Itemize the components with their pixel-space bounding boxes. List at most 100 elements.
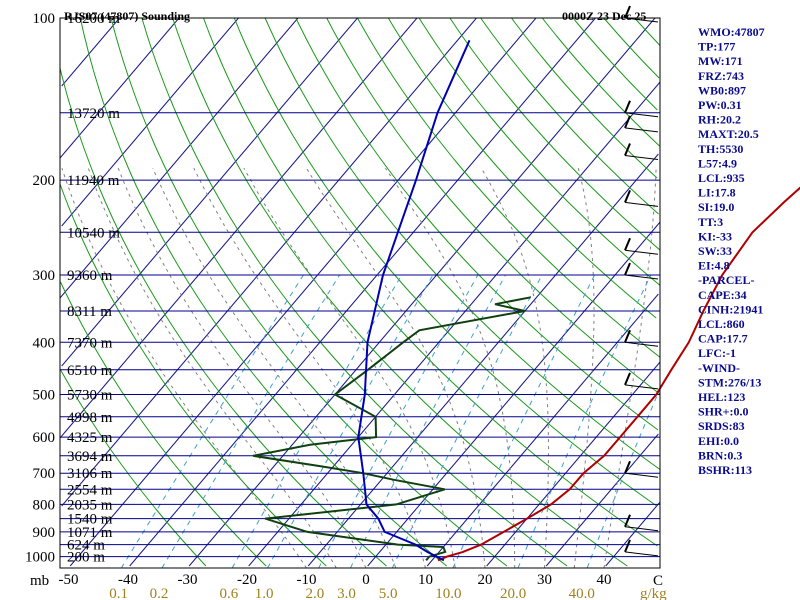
height-label: 9360 m [67,268,113,284]
height-label: 13720 m [67,106,120,122]
pressure-label: 300 [33,268,56,284]
dry-adiabat-line [141,18,568,567]
temperature-unit: C [653,573,663,589]
dry-adiabat-line [295,18,659,431]
stat-line: EI:4.8 [698,259,730,273]
stat-line: WB0:897 [698,83,746,97]
stat-line: FRZ:743 [698,69,744,83]
isotherm-line [605,501,660,567]
wind-barb [624,155,659,160]
wind-barb-flag [624,372,631,386]
height-label: 1071 m [67,525,113,541]
stat-line: LI:17.8 [698,186,736,200]
dewpoint-line [252,296,531,561]
mixing-ratio-unit: g/kg [640,586,667,600]
pressure-label: 400 [33,335,56,351]
stat-line: SHR+:0.0 [698,405,749,419]
pressure-label: 800 [33,497,56,513]
temperature-tick-label: -10 [297,572,317,588]
height-label: 6510 m [67,363,113,379]
mixing-ratio-line [349,274,506,568]
stat-line: WMO:47807 [698,25,765,39]
isotherm-line [188,18,656,567]
mixing-ratio-line [517,274,652,568]
dry-adiabat-line [172,18,628,567]
dry-adiabat-line [60,65,387,567]
stat-line: LCL:935 [698,171,745,185]
moist-adiabat-line [152,167,397,568]
isotherm-line [69,18,537,567]
dry-adiabat-line [387,18,657,319]
stat-line: CAP:17.7 [698,332,748,346]
stat-line: MW:171 [698,54,743,68]
pressure-label: 700 [33,466,56,482]
stat-line: BRN:0.3 [698,448,742,462]
stat-line: HEL:123 [698,390,745,404]
wind-barb [624,112,659,118]
wind-barb [624,384,659,390]
temperature-tick-label: -40 [118,572,138,588]
mixing-ratio-labels: 0.1 0.2 0.6 1.0 2.0 3.0 5.0 10.0 20.0 40.0 [109,586,595,600]
wind-barb-flag [624,237,631,251]
stat-line: PW:0.31 [698,98,742,112]
isotherm-line [61,18,120,87]
mixing-ratio-label: 1.0 [255,586,274,600]
dry-adiabat-line [480,18,659,215]
stat-line: CINH:21941 [698,302,763,316]
isotherm-line [61,18,477,507]
stat-line: LFC:-1 [698,346,736,360]
mixing-ratio-line [391,274,543,568]
isotherm-line [61,18,358,367]
height-label: 10540 m [67,225,120,241]
mixing-ratio-label: 40.0 [569,586,595,600]
temperature-tick-label: 40 [597,572,612,588]
dry-adiabat-line [60,369,207,567]
dry-adiabat-line [634,18,660,47]
moist-adiabat-line [117,167,367,568]
pressure-label: 100 [33,11,56,27]
moist-adiabat-line [384,167,516,568]
parcel-line [357,39,471,562]
wind-barb [624,274,659,280]
mixing-ratio-label: 0.1 [109,586,128,600]
mixing-ratio-label: 10.0 [435,586,461,600]
stat-line: BSHR:113 [698,463,752,477]
stat-line: TP:177 [698,40,735,54]
dry-adiabat-line [572,18,658,111]
height-label: 200 m [67,550,105,566]
wind-barb-flag [624,262,631,276]
pressure-label: 600 [33,430,56,446]
moist-adiabat-line [193,167,426,568]
height-label: 624 m [67,538,105,554]
stat-line: L57:4.9 [698,156,737,170]
wind-barb [624,551,659,557]
stat-line: STM:276/13 [698,375,761,389]
height-label: 1540 m [67,512,113,528]
mixing-ratio-line [586,389,660,568]
stat-line: SRDS:83 [698,419,745,433]
wind-barb-flag [624,115,631,129]
mixing-ratio-line [161,274,341,568]
dry-adiabat-line [326,18,660,395]
dry-adiabat-line [603,18,660,79]
dry-adiabat-line [541,18,660,147]
stat-line: TT:3 [698,215,723,229]
temperature-tick-label: 20 [478,572,493,588]
mixing-ratio-line [120,274,304,568]
height-label: 7370 m [67,335,113,351]
height-label: 11940 m [67,173,120,189]
wind-barb [624,201,659,207]
wind-barb-flag [624,514,631,528]
wind-barbs [624,5,659,557]
stat-line: -PARCEL- [698,273,754,287]
stat-line: RH:20.2 [698,113,741,127]
dry-adiabat-line [203,18,658,547]
temperature-tick-label: -50 [59,572,79,588]
wind-barb [624,17,659,23]
series-lines [252,39,800,562]
chart-title: RJS07 (47807) Sounding [64,9,190,23]
wind-barb-flag [624,143,631,156]
temperature-line [437,186,800,562]
temperature-tick-label: 10 [418,572,433,588]
